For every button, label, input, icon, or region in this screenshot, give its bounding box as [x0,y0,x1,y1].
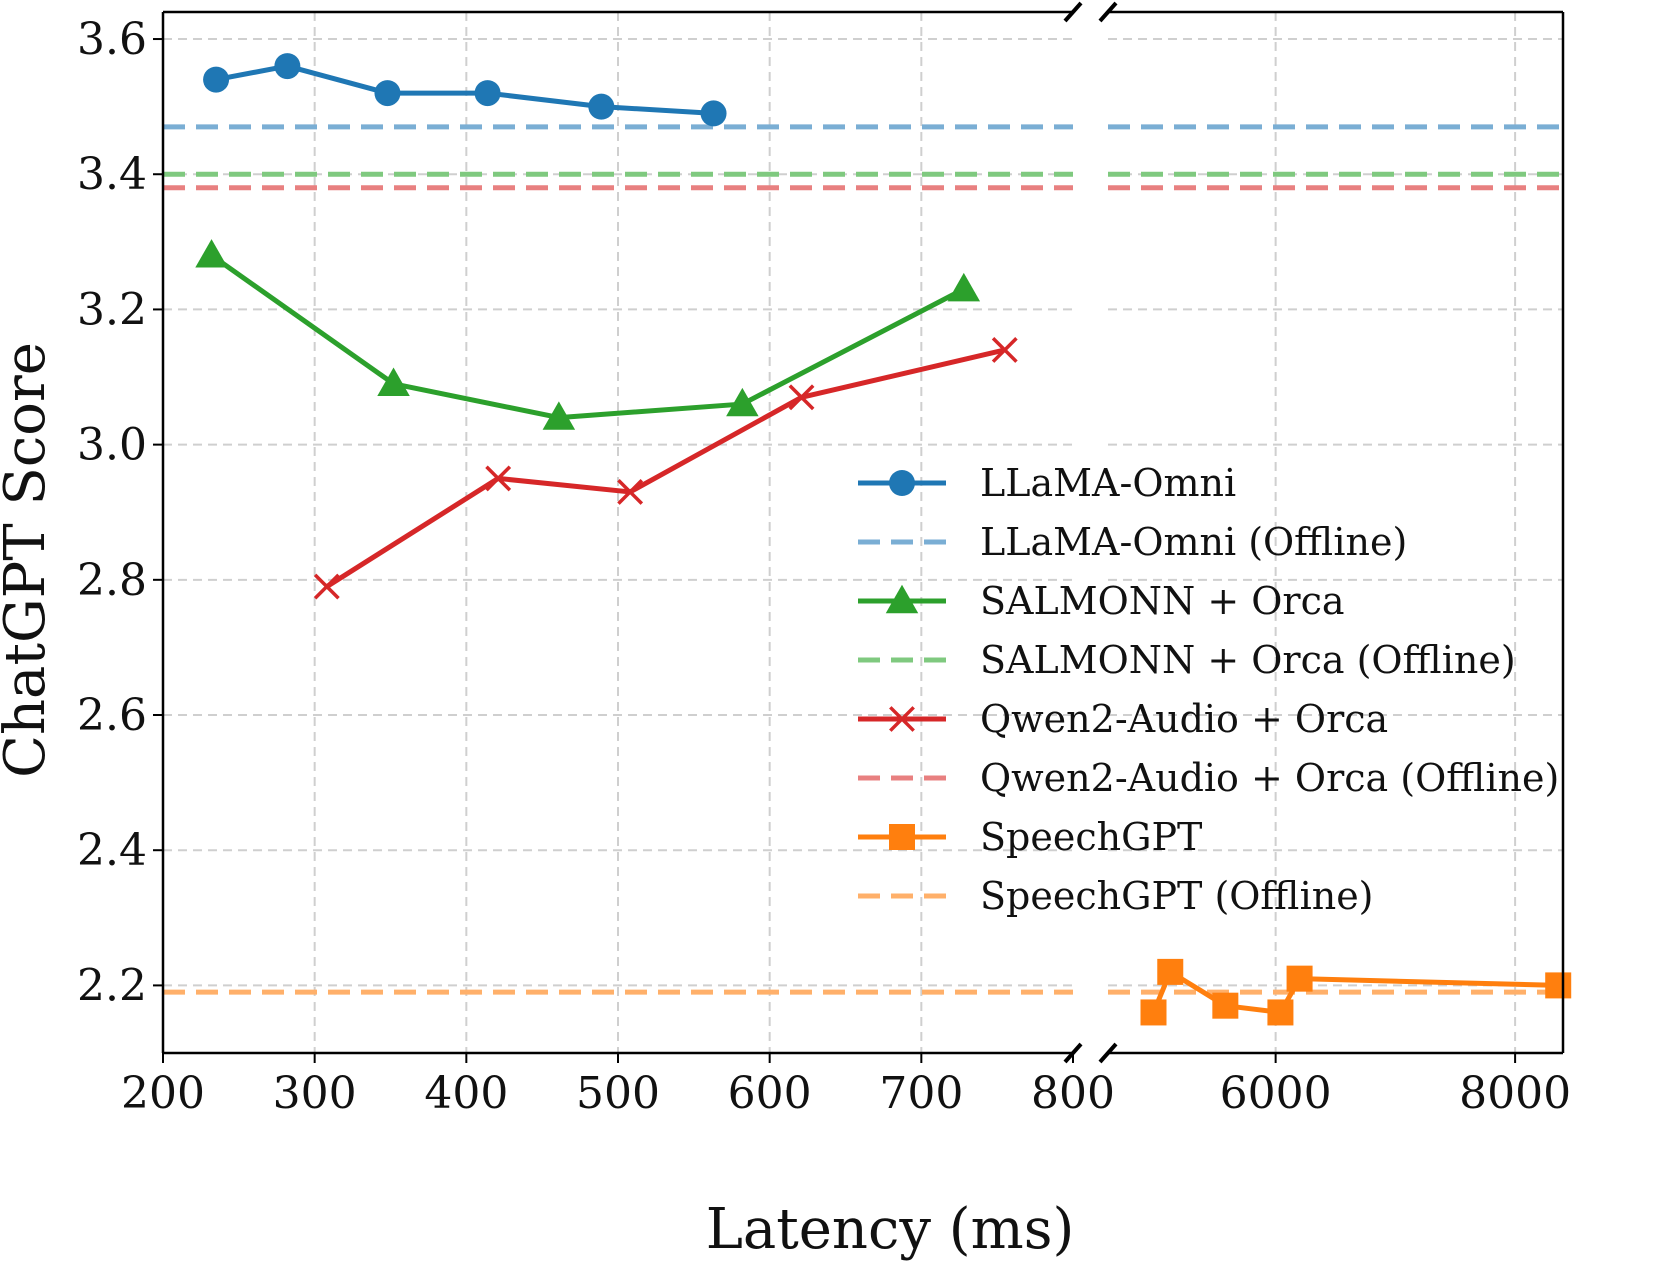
data-point [374,80,401,107]
x-tick-label: 400 [424,1068,508,1119]
legend-item: SpeechGPT (Offline) [858,874,1374,918]
data-point [1545,972,1572,999]
legend-item: LLaMA-Omni [858,461,1236,505]
data-point [1157,958,1184,985]
x-tick-label: 700 [879,1068,963,1119]
legend-item: SALMONN + Orca (Offline) [858,638,1516,682]
break-mark [1098,1,1118,23]
y-tick-label: 3.0 [77,420,147,471]
series-qwen2-audio-orca [313,337,1018,600]
break-mark [1063,1042,1083,1064]
y-tick-label: 2.4 [77,825,147,876]
data-point [991,337,1018,363]
series-speechgpt [1140,958,1572,1026]
y-tick-label: 3.2 [77,284,147,335]
data-point [889,824,915,850]
legend-label: LLaMA-Omni [980,461,1236,505]
reference-lines [163,124,1563,995]
series-line [210,253,965,421]
series-lines [195,53,1572,1026]
data-point [203,66,230,93]
data-point [885,584,919,614]
data-point [1286,965,1313,992]
legend-item: Qwen2-Audio + Orca (Offline) [858,756,1559,800]
legend-label: SpeechGPT [980,815,1202,859]
x-tick-label: 8000 [1459,1068,1571,1119]
data-point [700,100,727,127]
data-point [726,387,759,417]
legend-item: SpeechGPT [858,815,1202,859]
legend-label: Qwen2-Audio + Orca (Offline) [980,756,1559,800]
data-point [1267,999,1294,1026]
x-axis-title: Latency (ms) [706,1197,1075,1262]
data-point [889,470,915,496]
legend-label: SALMONN + Orca (Offline) [980,638,1516,682]
break-mark [1098,1042,1118,1064]
x-tick-label: 500 [576,1068,660,1119]
y-tick-label: 2.6 [77,690,147,741]
x-tick-label: 6000 [1220,1068,1332,1119]
x-tick-label: 800 [1031,1068,1115,1119]
break-mark [1063,1,1083,23]
legend: LLaMA-Omni LLaMA-Omni (Offline) SALMONN + … [858,461,1559,918]
legend-item: LLaMA-Omni (Offline) [858,520,1407,564]
legend-label: SpeechGPT (Offline) [980,874,1374,918]
y-tick-label: 2.2 [77,960,147,1011]
data-point [1212,992,1239,1019]
series-line [325,347,1006,589]
legend-label: Qwen2-Audio + Orca [980,697,1388,741]
x-tick-label: 200 [121,1068,205,1119]
data-point [274,53,301,80]
data-point [313,573,340,600]
data-point [474,80,501,107]
data-point [377,367,410,396]
series-salmonn-orca [195,239,981,430]
axis-break [1063,1,1118,1064]
data-point [485,465,512,492]
y-tick-label: 3.4 [77,149,147,200]
data-point [889,706,915,732]
legend-label: LLaMA-Omni (Offline) [980,520,1407,564]
y-tick-label: 3.6 [77,14,147,65]
y-axis-title: ChatGPT Score [0,342,58,778]
axis-ticks: 2.2 2.4 2.6 2.8 3.0 3.2 3.4 3.6 200 300 400 500 600 7… [77,14,1571,1119]
legend-item: SALMONN + Orca [858,579,1345,623]
data-point [588,93,615,120]
data-point [617,479,644,505]
x-tick-label: 300 [273,1068,357,1119]
series-llama-omni [203,53,727,127]
data-point [542,401,576,430]
data-point [947,272,981,302]
legend-item: Qwen2-Audio + Orca [858,697,1388,741]
x-tick-label: 600 [728,1068,812,1119]
data-point [195,239,228,268]
y-tick-label: 2.8 [77,555,147,606]
legend-label: SALMONN + Orca [980,579,1345,623]
data-point [788,384,815,411]
data-point [1140,999,1167,1026]
